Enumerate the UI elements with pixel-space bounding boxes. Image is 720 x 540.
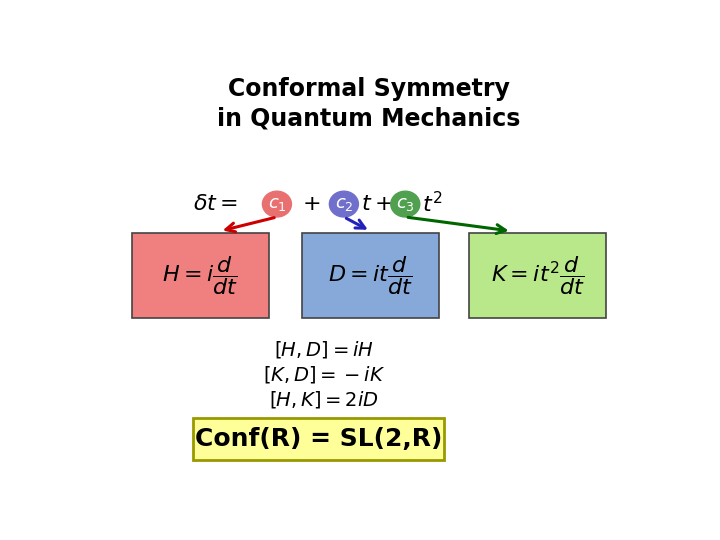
Text: $t^2$: $t^2$ (422, 192, 442, 217)
Text: $[H, K] = 2iD$: $[H, K] = 2iD$ (269, 389, 379, 410)
Ellipse shape (329, 191, 359, 217)
Text: $c_2$: $c_2$ (335, 195, 354, 213)
Text: $D = it\dfrac{d}{dt}$: $D = it\dfrac{d}{dt}$ (328, 254, 413, 298)
Text: $+$: $+$ (302, 194, 320, 214)
Text: $c_3$: $c_3$ (396, 195, 415, 213)
Text: Conf(R) = SL(2,R): Conf(R) = SL(2,R) (195, 427, 443, 451)
Text: $\delta t = $: $\delta t = $ (193, 194, 238, 214)
FancyBboxPatch shape (132, 233, 269, 319)
Text: $[K, D] = -iK$: $[K, D] = -iK$ (264, 364, 385, 385)
Text: $[H, D] = iH$: $[H, D] = iH$ (274, 339, 374, 360)
FancyBboxPatch shape (302, 233, 438, 319)
Text: $t +$: $t +$ (361, 194, 392, 214)
Text: $c_1$: $c_1$ (268, 195, 287, 213)
Ellipse shape (391, 191, 420, 217)
Text: $H = i\dfrac{d}{dt}$: $H = i\dfrac{d}{dt}$ (162, 254, 238, 298)
FancyBboxPatch shape (469, 233, 606, 319)
Text: Conformal Symmetry
in Quantum Mechanics: Conformal Symmetry in Quantum Mechanics (217, 77, 521, 131)
Text: $K = it^2\dfrac{d}{dt}$: $K = it^2\dfrac{d}{dt}$ (490, 254, 585, 298)
Ellipse shape (262, 191, 292, 217)
FancyBboxPatch shape (193, 418, 444, 460)
